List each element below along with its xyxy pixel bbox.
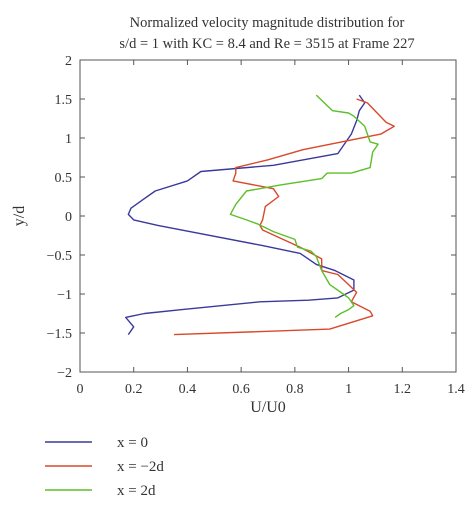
x-tick-label: 1 bbox=[345, 382, 352, 397]
chart-title-line2: s/d = 1 with KC = 8.4 and Re = 3515 at F… bbox=[119, 36, 414, 52]
series-lines bbox=[124, 94, 395, 336]
legend-label-0: x = 0 bbox=[117, 435, 148, 451]
plot-frame bbox=[79, 59, 457, 373]
y-tick-label: 0.5 bbox=[55, 171, 73, 186]
y-tick-labels: 2 1.5 1 0.5 0 −0.5 −1 −1.5 −2 bbox=[47, 54, 72, 381]
y-tick-label: −1 bbox=[57, 288, 72, 303]
series-line-2 bbox=[229, 94, 379, 318]
series-line-1 bbox=[173, 98, 395, 336]
y-tick-label: −1.5 bbox=[47, 327, 72, 342]
x-tick-label: 0.6 bbox=[232, 382, 250, 397]
axis-ticks bbox=[79, 59, 457, 373]
legend: x = 0 x = −2d x = 2d bbox=[45, 435, 164, 499]
legend-label-1: x = −2d bbox=[117, 459, 164, 475]
y-tick-label: −2 bbox=[57, 366, 72, 381]
y-tick-label: 1 bbox=[65, 132, 72, 147]
x-tick-labels: 0 0.2 0.4 0.6 0.8 1 1.2 1.4 bbox=[77, 382, 465, 397]
x-axis-label: U/U0 bbox=[250, 399, 286, 416]
x-tick-label: 0.4 bbox=[179, 382, 197, 397]
y-axis-label: y/d bbox=[11, 206, 28, 226]
x-tick-label: 1.2 bbox=[394, 382, 412, 397]
x-tick-label: 0.2 bbox=[125, 382, 143, 397]
series-line-0 bbox=[124, 94, 366, 335]
legend-label-2: x = 2d bbox=[117, 483, 156, 499]
chart-title-line1: Normalized velocity magnitude distributi… bbox=[130, 15, 405, 31]
x-tick-label: 0.8 bbox=[286, 382, 304, 397]
y-tick-label: 1.5 bbox=[55, 93, 73, 108]
y-tick-label: −0.5 bbox=[47, 249, 72, 264]
x-tick-label: 0 bbox=[77, 382, 84, 397]
y-tick-label: 0 bbox=[65, 210, 72, 225]
x-tick-label: 1.4 bbox=[447, 382, 465, 397]
y-tick-label: 2 bbox=[65, 54, 72, 69]
